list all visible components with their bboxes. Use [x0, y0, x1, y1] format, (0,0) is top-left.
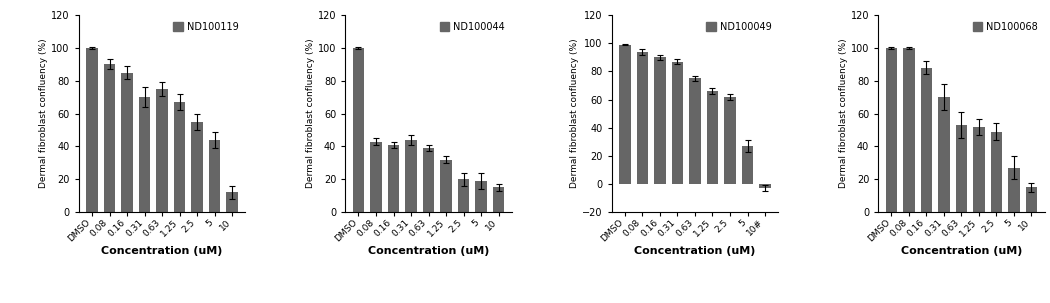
Bar: [759, 184, 771, 188]
Legend: ND100044: ND100044: [438, 20, 507, 34]
Bar: [156, 89, 168, 212]
Bar: [1008, 168, 1020, 212]
Bar: [371, 142, 382, 212]
Legend: ND100068: ND100068: [970, 20, 1040, 34]
Legend: ND100119: ND100119: [171, 20, 240, 34]
X-axis label: Concentration (uM): Concentration (uM): [102, 246, 223, 256]
Bar: [973, 127, 985, 212]
Bar: [104, 65, 116, 212]
Bar: [991, 132, 1002, 212]
Bar: [903, 48, 915, 212]
X-axis label: Concentration (uM): Concentration (uM): [901, 246, 1022, 256]
Bar: [209, 140, 220, 212]
Bar: [387, 145, 399, 212]
Bar: [741, 146, 753, 184]
Bar: [921, 68, 932, 212]
Bar: [672, 62, 684, 184]
Y-axis label: Dermal fibroblast confluency (%): Dermal fibroblast confluency (%): [570, 39, 580, 188]
Bar: [707, 91, 718, 184]
Y-axis label: Dermal fibroblast confluency (%): Dermal fibroblast confluency (%): [40, 39, 48, 188]
Bar: [620, 45, 631, 184]
Bar: [654, 57, 666, 184]
X-axis label: Concentration (uM): Concentration (uM): [368, 246, 489, 256]
Bar: [1026, 188, 1037, 212]
Bar: [174, 102, 185, 212]
Bar: [956, 125, 967, 212]
Bar: [86, 48, 98, 212]
Bar: [122, 73, 132, 212]
Bar: [423, 148, 435, 212]
Bar: [689, 78, 700, 184]
Bar: [458, 179, 469, 212]
Y-axis label: Dermal fibroblast confluency (%): Dermal fibroblast confluency (%): [839, 39, 848, 188]
Bar: [886, 48, 897, 212]
Bar: [724, 97, 736, 184]
Bar: [492, 188, 504, 212]
Legend: ND100049: ND100049: [705, 20, 774, 34]
Bar: [939, 97, 949, 212]
Bar: [440, 160, 452, 212]
Bar: [191, 122, 203, 212]
Y-axis label: Dermal fibroblast confluency (%): Dermal fibroblast confluency (%): [306, 39, 315, 188]
X-axis label: Concentration (uM): Concentration (uM): [634, 246, 756, 256]
Bar: [476, 181, 487, 212]
Bar: [353, 48, 364, 212]
Bar: [636, 52, 648, 184]
Bar: [227, 192, 237, 212]
Bar: [139, 97, 150, 212]
Bar: [405, 140, 417, 212]
